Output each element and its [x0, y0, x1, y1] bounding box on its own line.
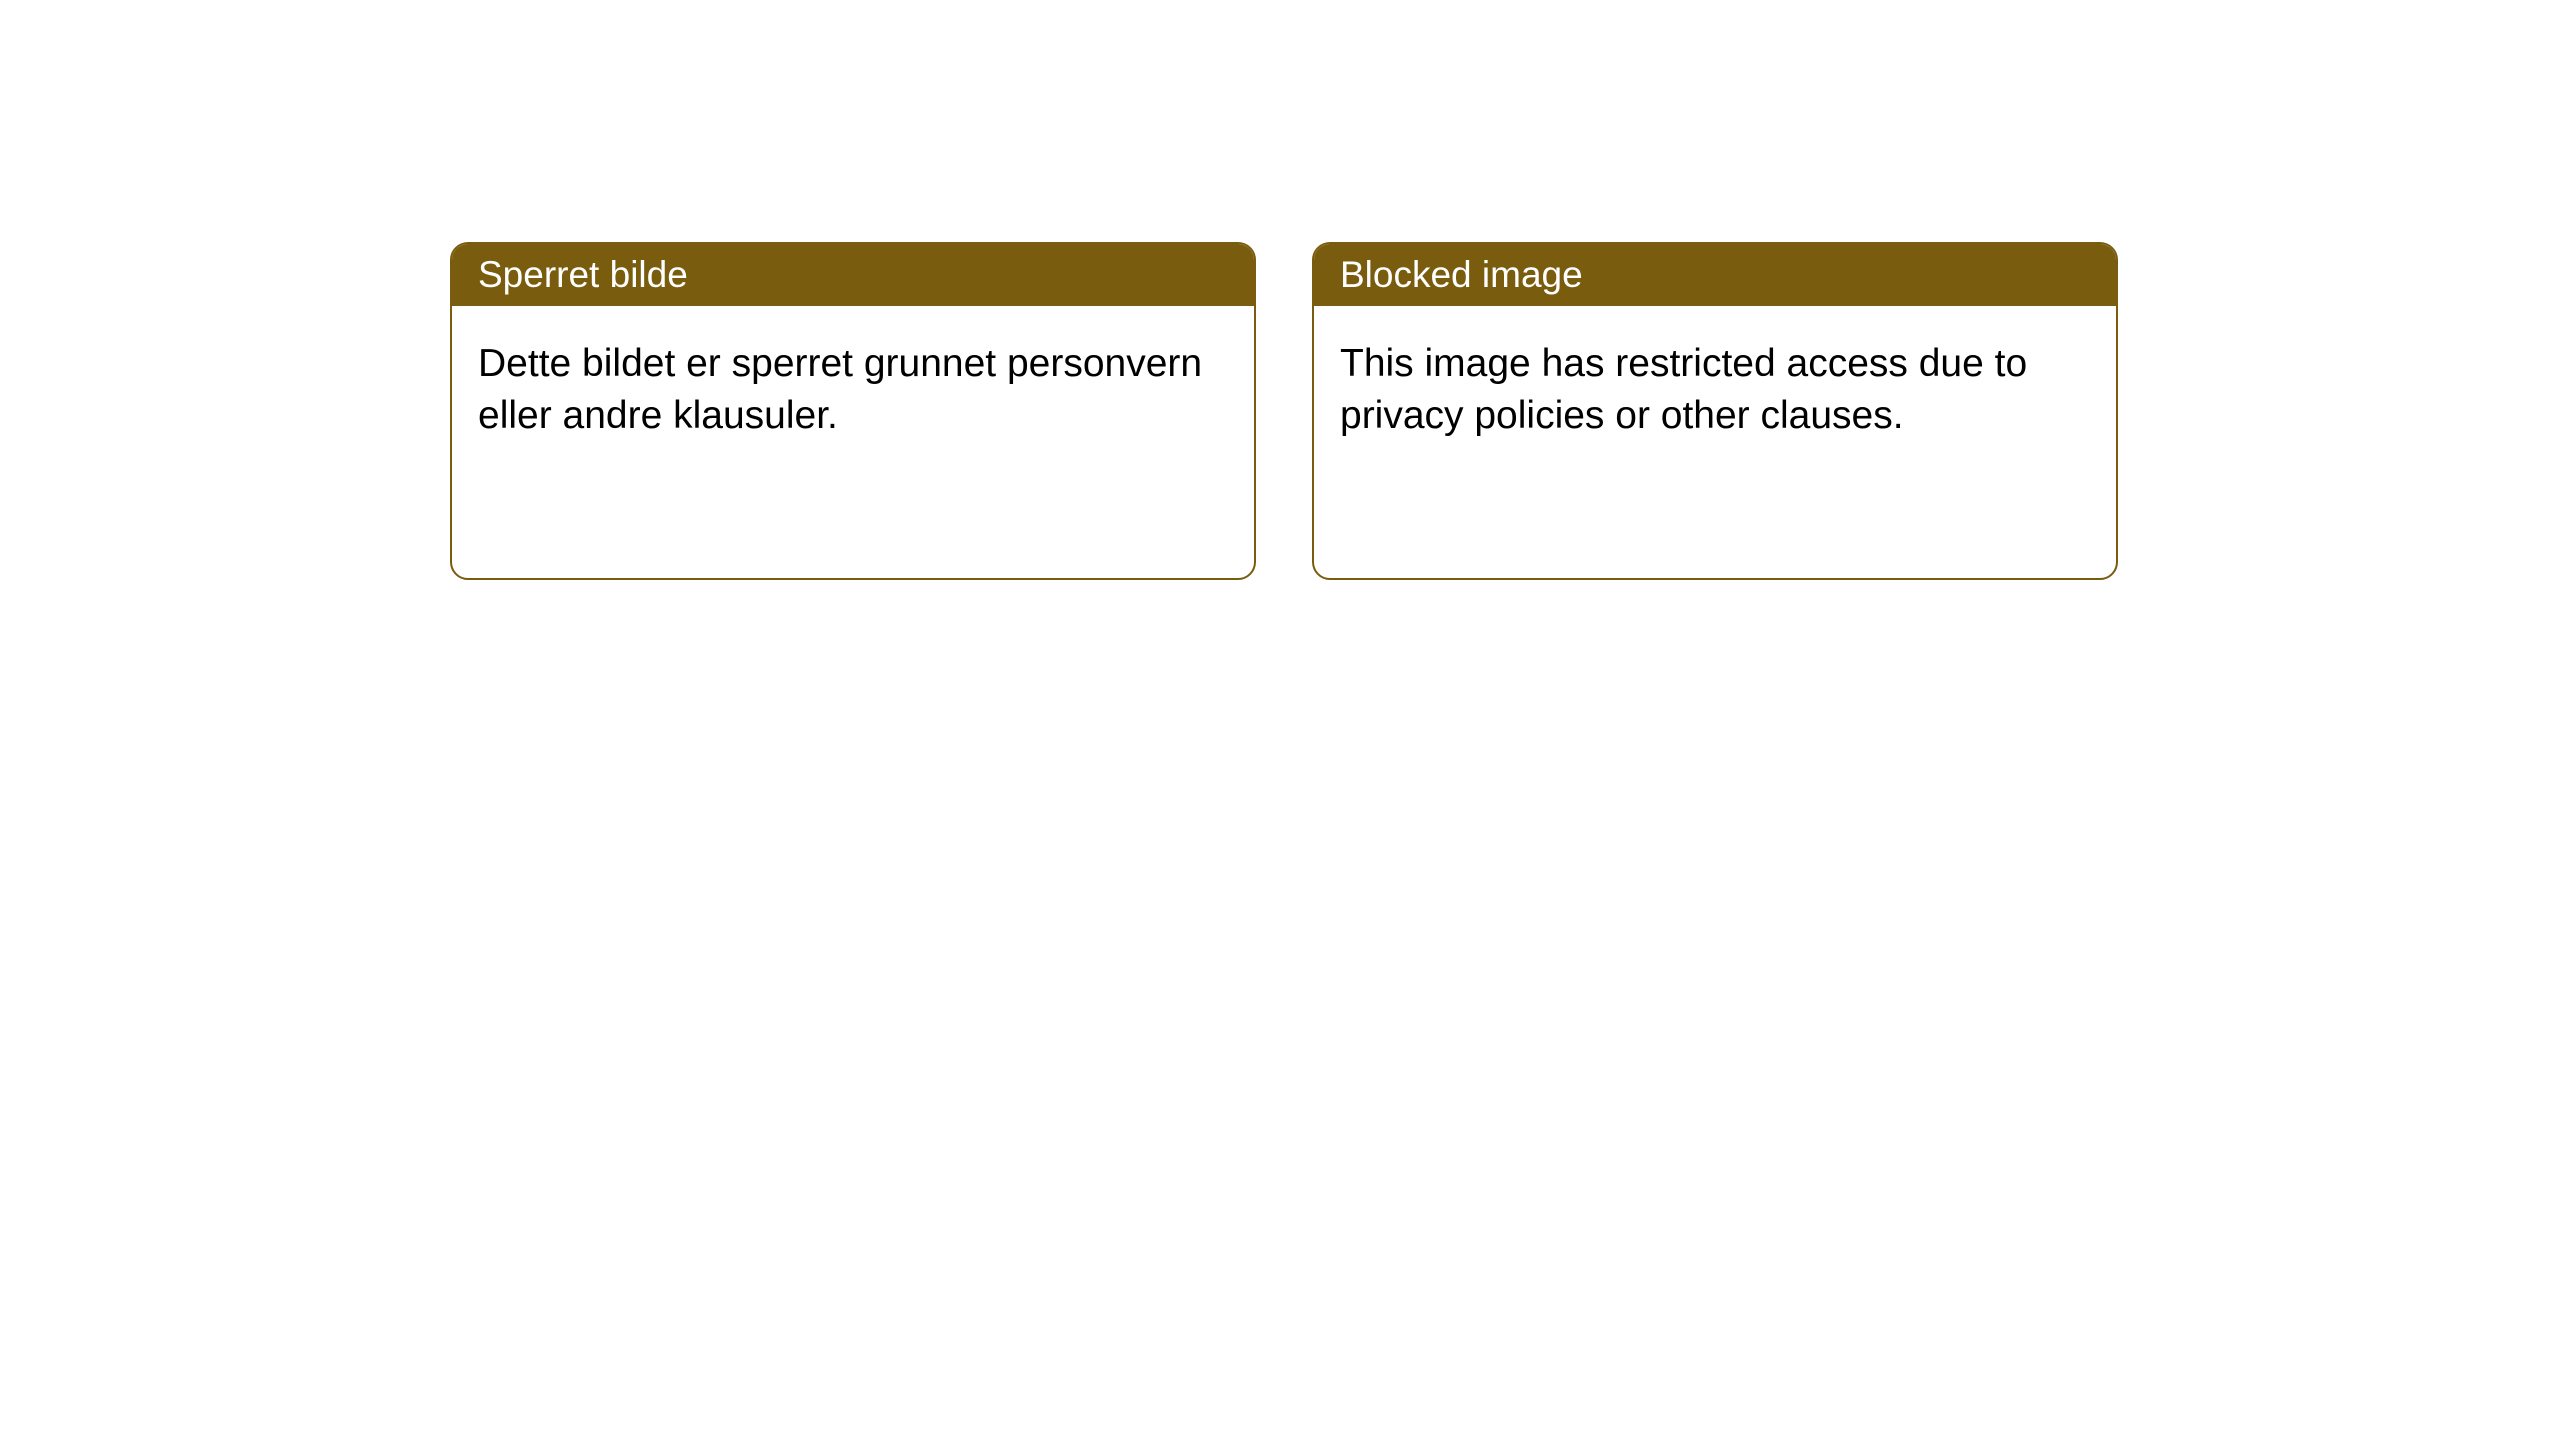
notice-card-english: Blocked image This image has restricted … — [1312, 242, 2118, 580]
card-header: Sperret bilde — [452, 244, 1254, 306]
card-title: Blocked image — [1340, 254, 1583, 295]
notice-cards-container: Sperret bilde Dette bildet er sperret gr… — [450, 242, 2560, 580]
card-header: Blocked image — [1314, 244, 2116, 306]
card-title: Sperret bilde — [478, 254, 688, 295]
card-body-text: Dette bildet er sperret grunnet personve… — [478, 342, 1202, 437]
card-body: This image has restricted access due to … — [1314, 306, 2116, 475]
card-body: Dette bildet er sperret grunnet personve… — [452, 306, 1254, 475]
notice-card-norwegian: Sperret bilde Dette bildet er sperret gr… — [450, 242, 1256, 580]
card-body-text: This image has restricted access due to … — [1340, 342, 2027, 437]
